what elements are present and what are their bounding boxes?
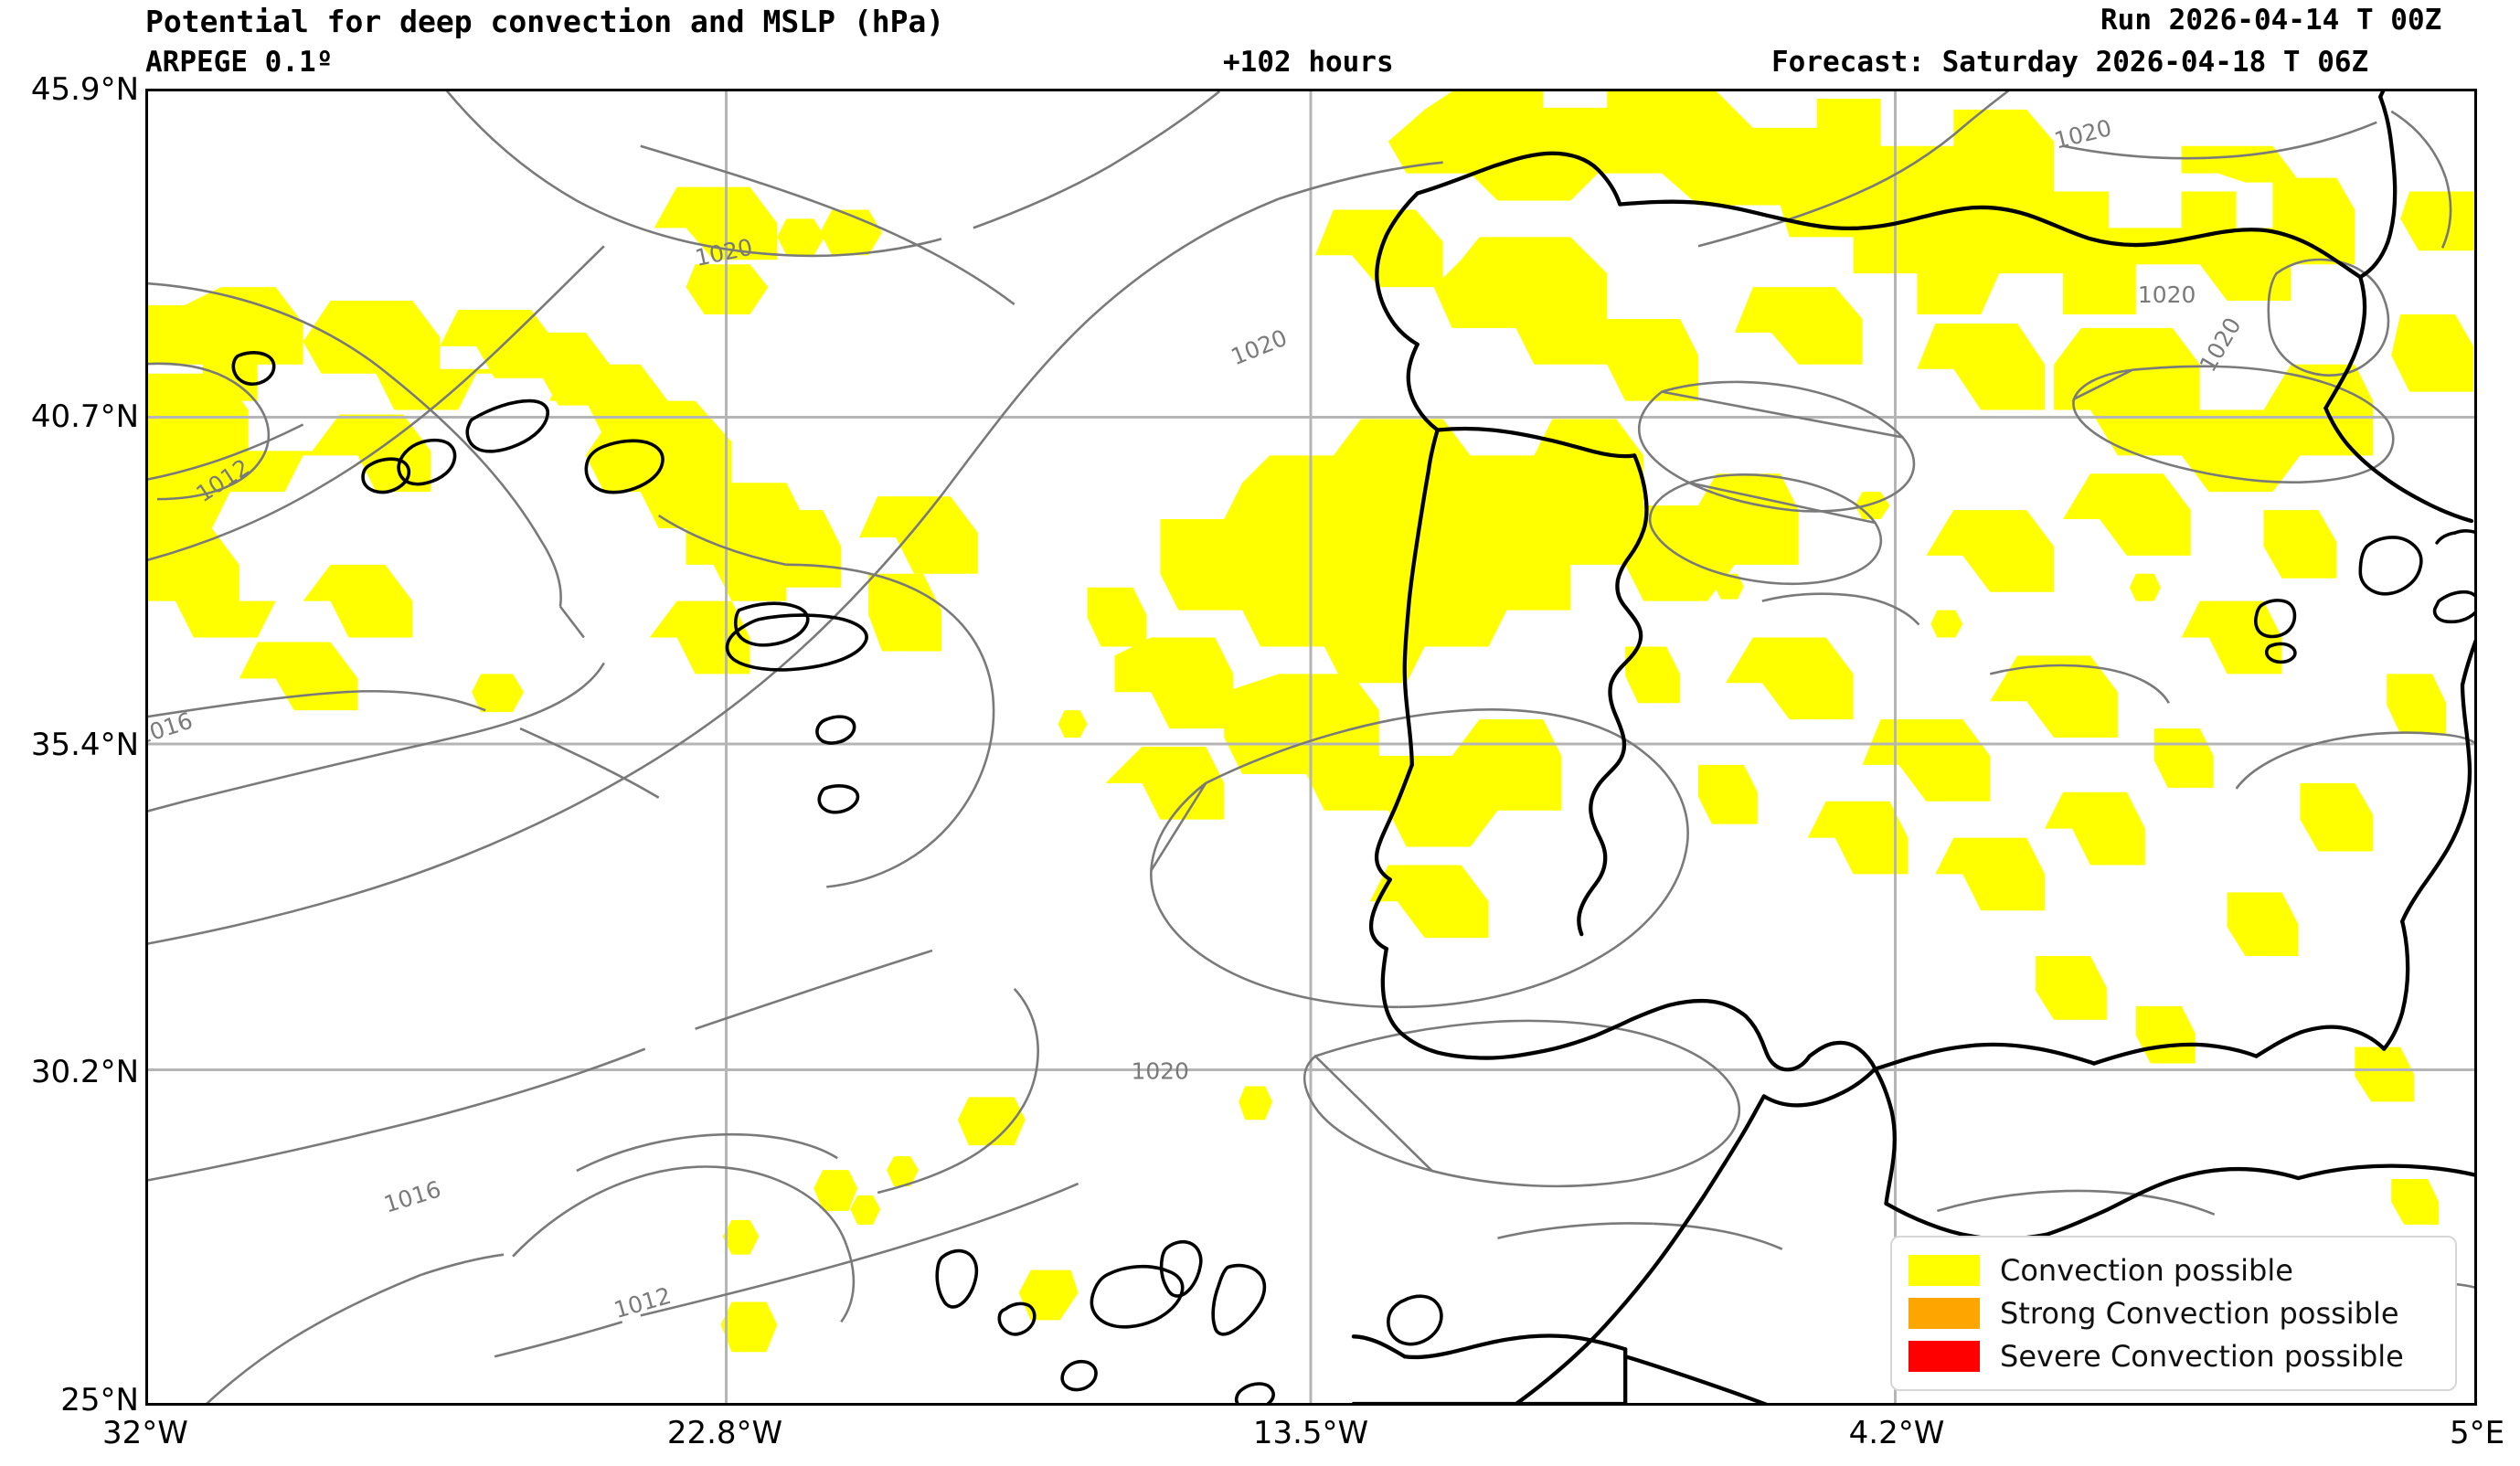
island-ibiza — [2254, 599, 2297, 639]
border-morocco-sahara-west — [1351, 1334, 1407, 1359]
coast-morocco-atlantic-north — [1514, 1094, 1766, 1403]
coast-huelva-cadiz — [1592, 998, 1749, 1038]
legend-label-strong-convection: Strong Convection possible — [2000, 1295, 2399, 1331]
coast-castellon — [2460, 683, 2472, 813]
xtick-4-2w: 4.2°W — [1848, 1415, 1945, 1451]
coast-algarve — [1402, 1034, 1597, 1060]
coast-med-morocco — [1873, 1067, 1897, 1206]
map-legend: Convection possible Strong Convection po… — [1890, 1236, 2457, 1391]
legend-item-convection: Convection possible — [1909, 1251, 2439, 1290]
island-el-hierro — [1060, 1359, 1098, 1392]
isobar-label: 1016 — [381, 1175, 444, 1217]
coast-rias-baixas — [1406, 342, 1440, 432]
island-faial-pico — [465, 398, 550, 453]
island-la-gomera — [997, 1301, 1037, 1336]
coast-portugal-west — [1402, 428, 1440, 768]
forecast-validity: Forecast: Saturday 2026-04-18 T 06Z — [1771, 46, 2369, 79]
isobar-label: 1020 — [2052, 114, 2115, 154]
coast-alicante — [2382, 919, 2410, 1051]
island-formentera — [2264, 642, 2297, 664]
model-label: ARPEGE 0.1º — [145, 46, 334, 79]
coast-galicia-west — [1375, 191, 1419, 346]
island-gran-canaria — [1387, 1294, 1443, 1346]
isobar-label: 1020 — [1131, 1058, 1188, 1085]
coast-gibraltar — [1807, 1040, 1877, 1071]
island-santa-maria — [817, 784, 860, 814]
legend-swatch-red — [1909, 1341, 1980, 1373]
island-la-palma — [935, 1248, 979, 1309]
legend-swatch-orange — [1909, 1297, 1980, 1329]
coast-almeria — [2091, 1042, 2259, 1066]
border-galicia-portugal — [1435, 426, 1637, 459]
coast-cantabrian — [1618, 199, 2363, 280]
legend-swatch-yellow — [1909, 1254, 1980, 1286]
xtick-22-8w: 22.8°W — [666, 1415, 783, 1451]
legend-label-convection: Convection possible — [2000, 1252, 2293, 1288]
border-morocco-sahara — [1402, 1333, 1628, 1360]
isobar-1012-azores-inner — [148, 362, 271, 501]
coast-catalonia — [2323, 406, 2474, 524]
coast-algeria-central — [2044, 1166, 2301, 1237]
island-flores — [231, 351, 276, 386]
mslp-isobars — [148, 91, 2474, 1403]
map-gridlines — [148, 91, 2474, 1403]
coast-cadiz-bay — [1743, 1014, 1812, 1072]
isobar-label: 1012 — [611, 1282, 674, 1323]
legend-label-severe-convection: Severe Convection possible — [2000, 1339, 2404, 1375]
convection-shading-yellow — [148, 91, 2474, 1353]
island-terceira — [584, 439, 665, 494]
xtick-5e: 5°E — [2449, 1415, 2505, 1451]
coast-valencia — [2400, 808, 2467, 924]
coast-gironde — [2378, 91, 2386, 100]
isobar-label: 1020 — [1228, 324, 1292, 371]
border-algeria-mali — [1623, 1354, 1768, 1403]
coast-lisbon — [1374, 762, 1414, 882]
coast-catalonia-fr — [2323, 275, 2367, 410]
lead-time-label: +102 hours — [1223, 46, 1394, 79]
coast-algeria-east — [2296, 1163, 2474, 1181]
xtick-32w: 32°W — [102, 1415, 188, 1451]
coast-aquitaine — [2358, 94, 2398, 280]
ytick-40-7n: 40.7°N — [30, 398, 139, 435]
coast-tangier — [1761, 1067, 1877, 1108]
coast-costa-del-sol — [1873, 1042, 2097, 1071]
coast-galicia-north — [1415, 151, 1622, 207]
island-mallorca-east — [2453, 529, 2474, 535]
coast-alentejo — [1380, 946, 1407, 1038]
map-plot-area: 1012 1016 1016 1012 1020 1020 1020 1020 … — [145, 89, 2477, 1406]
isobar-label: 1020 — [2138, 282, 2196, 308]
island-sao-miguel — [725, 613, 868, 672]
island-mallorca-west — [2435, 531, 2457, 545]
island-mallorca — [2358, 536, 2423, 596]
island-fuerteventura — [1211, 1263, 1267, 1336]
ytick-45-9n: 45.9°N — [30, 71, 139, 108]
legend-item-severe-convection: Severe Convection possible — [1909, 1337, 2439, 1376]
map-canvas: 1012 1016 1016 1012 1020 1020 1020 1020 … — [148, 91, 2474, 1403]
island-tenerife — [1090, 1264, 1185, 1329]
coast-murcia — [2254, 1025, 2387, 1058]
coast-ebro-delta — [2460, 639, 2474, 687]
ytick-30-2n: 30.2°N — [30, 1054, 139, 1090]
coast-setubal — [1368, 877, 1392, 951]
island-alegranza — [1234, 1382, 1275, 1403]
run-timestamp: Run 2026-04-14 T 00Z — [2100, 4, 2442, 37]
island-sao-jorge — [397, 438, 457, 486]
island-lanzarote — [1159, 1239, 1203, 1298]
island-graciosa — [361, 457, 411, 494]
island-menorca — [2432, 590, 2474, 624]
island-porto-santo — [815, 715, 856, 745]
page-title: Potential for deep convection and MSLP (… — [145, 4, 945, 39]
ytick-35-4n: 35.4°N — [30, 727, 139, 763]
coast-algeria-west — [1884, 1201, 2049, 1241]
xtick-13-5w: 13.5°W — [1252, 1415, 1369, 1451]
border-portugal-spain — [1577, 453, 1649, 937]
ytick-25n: 25°N — [60, 1382, 139, 1418]
legend-item-strong-convection: Strong Convection possible — [1909, 1294, 2439, 1333]
coastlines — [231, 91, 2474, 1403]
